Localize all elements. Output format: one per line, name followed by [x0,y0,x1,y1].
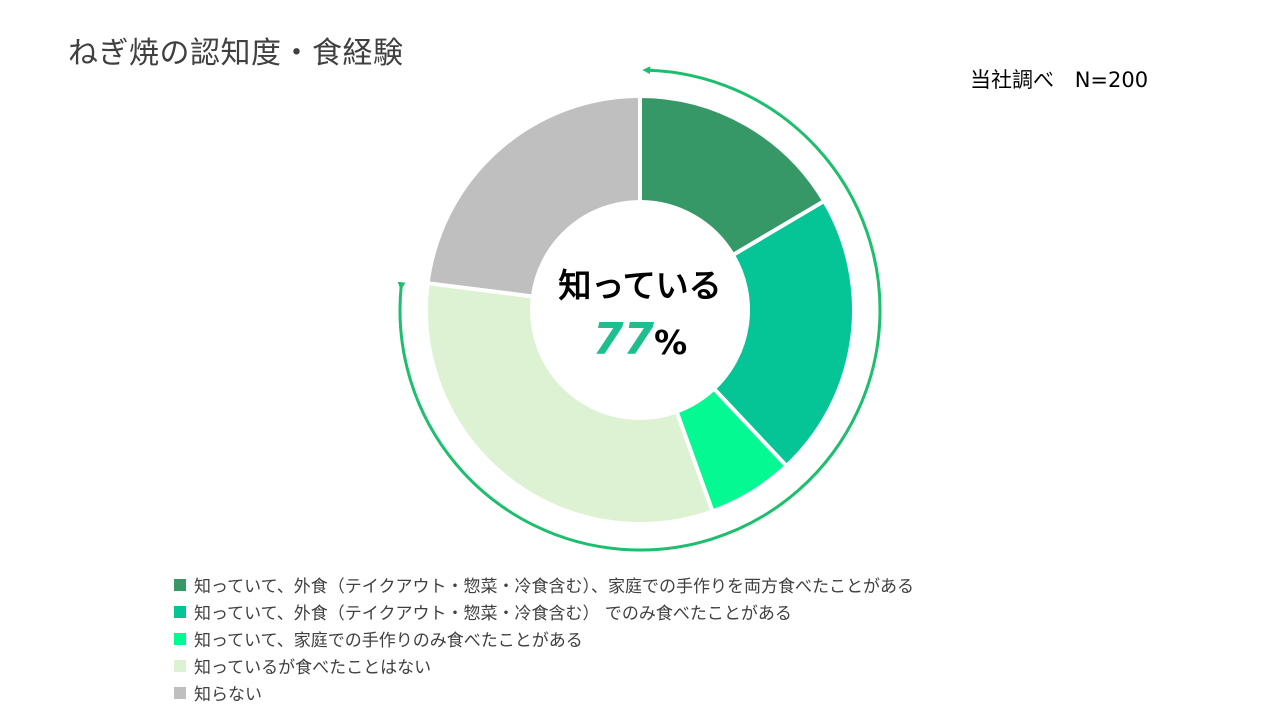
known-arc-arrow [397,66,882,552]
known-arc-annotation [397,66,882,552]
legend-item: 知らない [174,679,914,706]
legend-item: 知っていて、外食（テイクアウト・惣菜・冷食含む）、家庭での手作りを両方食べたこと… [174,571,914,598]
legend-swatch [174,578,186,591]
donut-slice-4 [424,280,716,526]
source-note: 当社調べ N=200 [970,64,1148,94]
legend-swatch [174,632,186,645]
center-value-group: 77% [593,314,687,365]
center-value: 77 [593,314,655,365]
legend-item: 知っていて、家庭での手作りのみ食べたことがある [174,625,914,652]
legend-label: 知らない [194,685,262,705]
donut-slices [424,93,856,526]
donut-slice-1 [638,93,827,258]
center-unit: % [654,323,687,362]
legend-swatch [174,659,186,672]
legend-label: 知っていて、外食（テイクアウト・惣菜・冷食含む）、家庭での手作りを両方食べたこと… [194,577,914,597]
chart-title: ねぎ焼の認知度・食経験 [68,36,404,71]
legend-item: 知っていて、外食（テイクアウト・惣菜・冷食含む） でのみ食べたことがある [174,598,914,625]
legend-item: 知っているが食べたことはない [174,652,914,679]
source-label: 当社調べ [970,68,1054,92]
legend-label: 知っていて、外食（テイクアウト・惣菜・冷食含む） でのみ食べたことがある [194,604,792,624]
sample-size: N=200 [1074,68,1149,92]
legend-swatch [174,686,186,699]
legend-swatch [174,605,186,618]
donut-slice-2 [711,198,856,469]
legend-label: 知っているが食べたことはない [194,658,432,678]
legend-label: 知っていて、家庭での手作りのみ食べたことがある [194,631,583,651]
legend: 知っていて、外食（テイクアウト・惣菜・冷食含む）、家庭での手作りを両方食べたこと… [174,571,914,706]
center-label: 知っている [558,266,721,305]
